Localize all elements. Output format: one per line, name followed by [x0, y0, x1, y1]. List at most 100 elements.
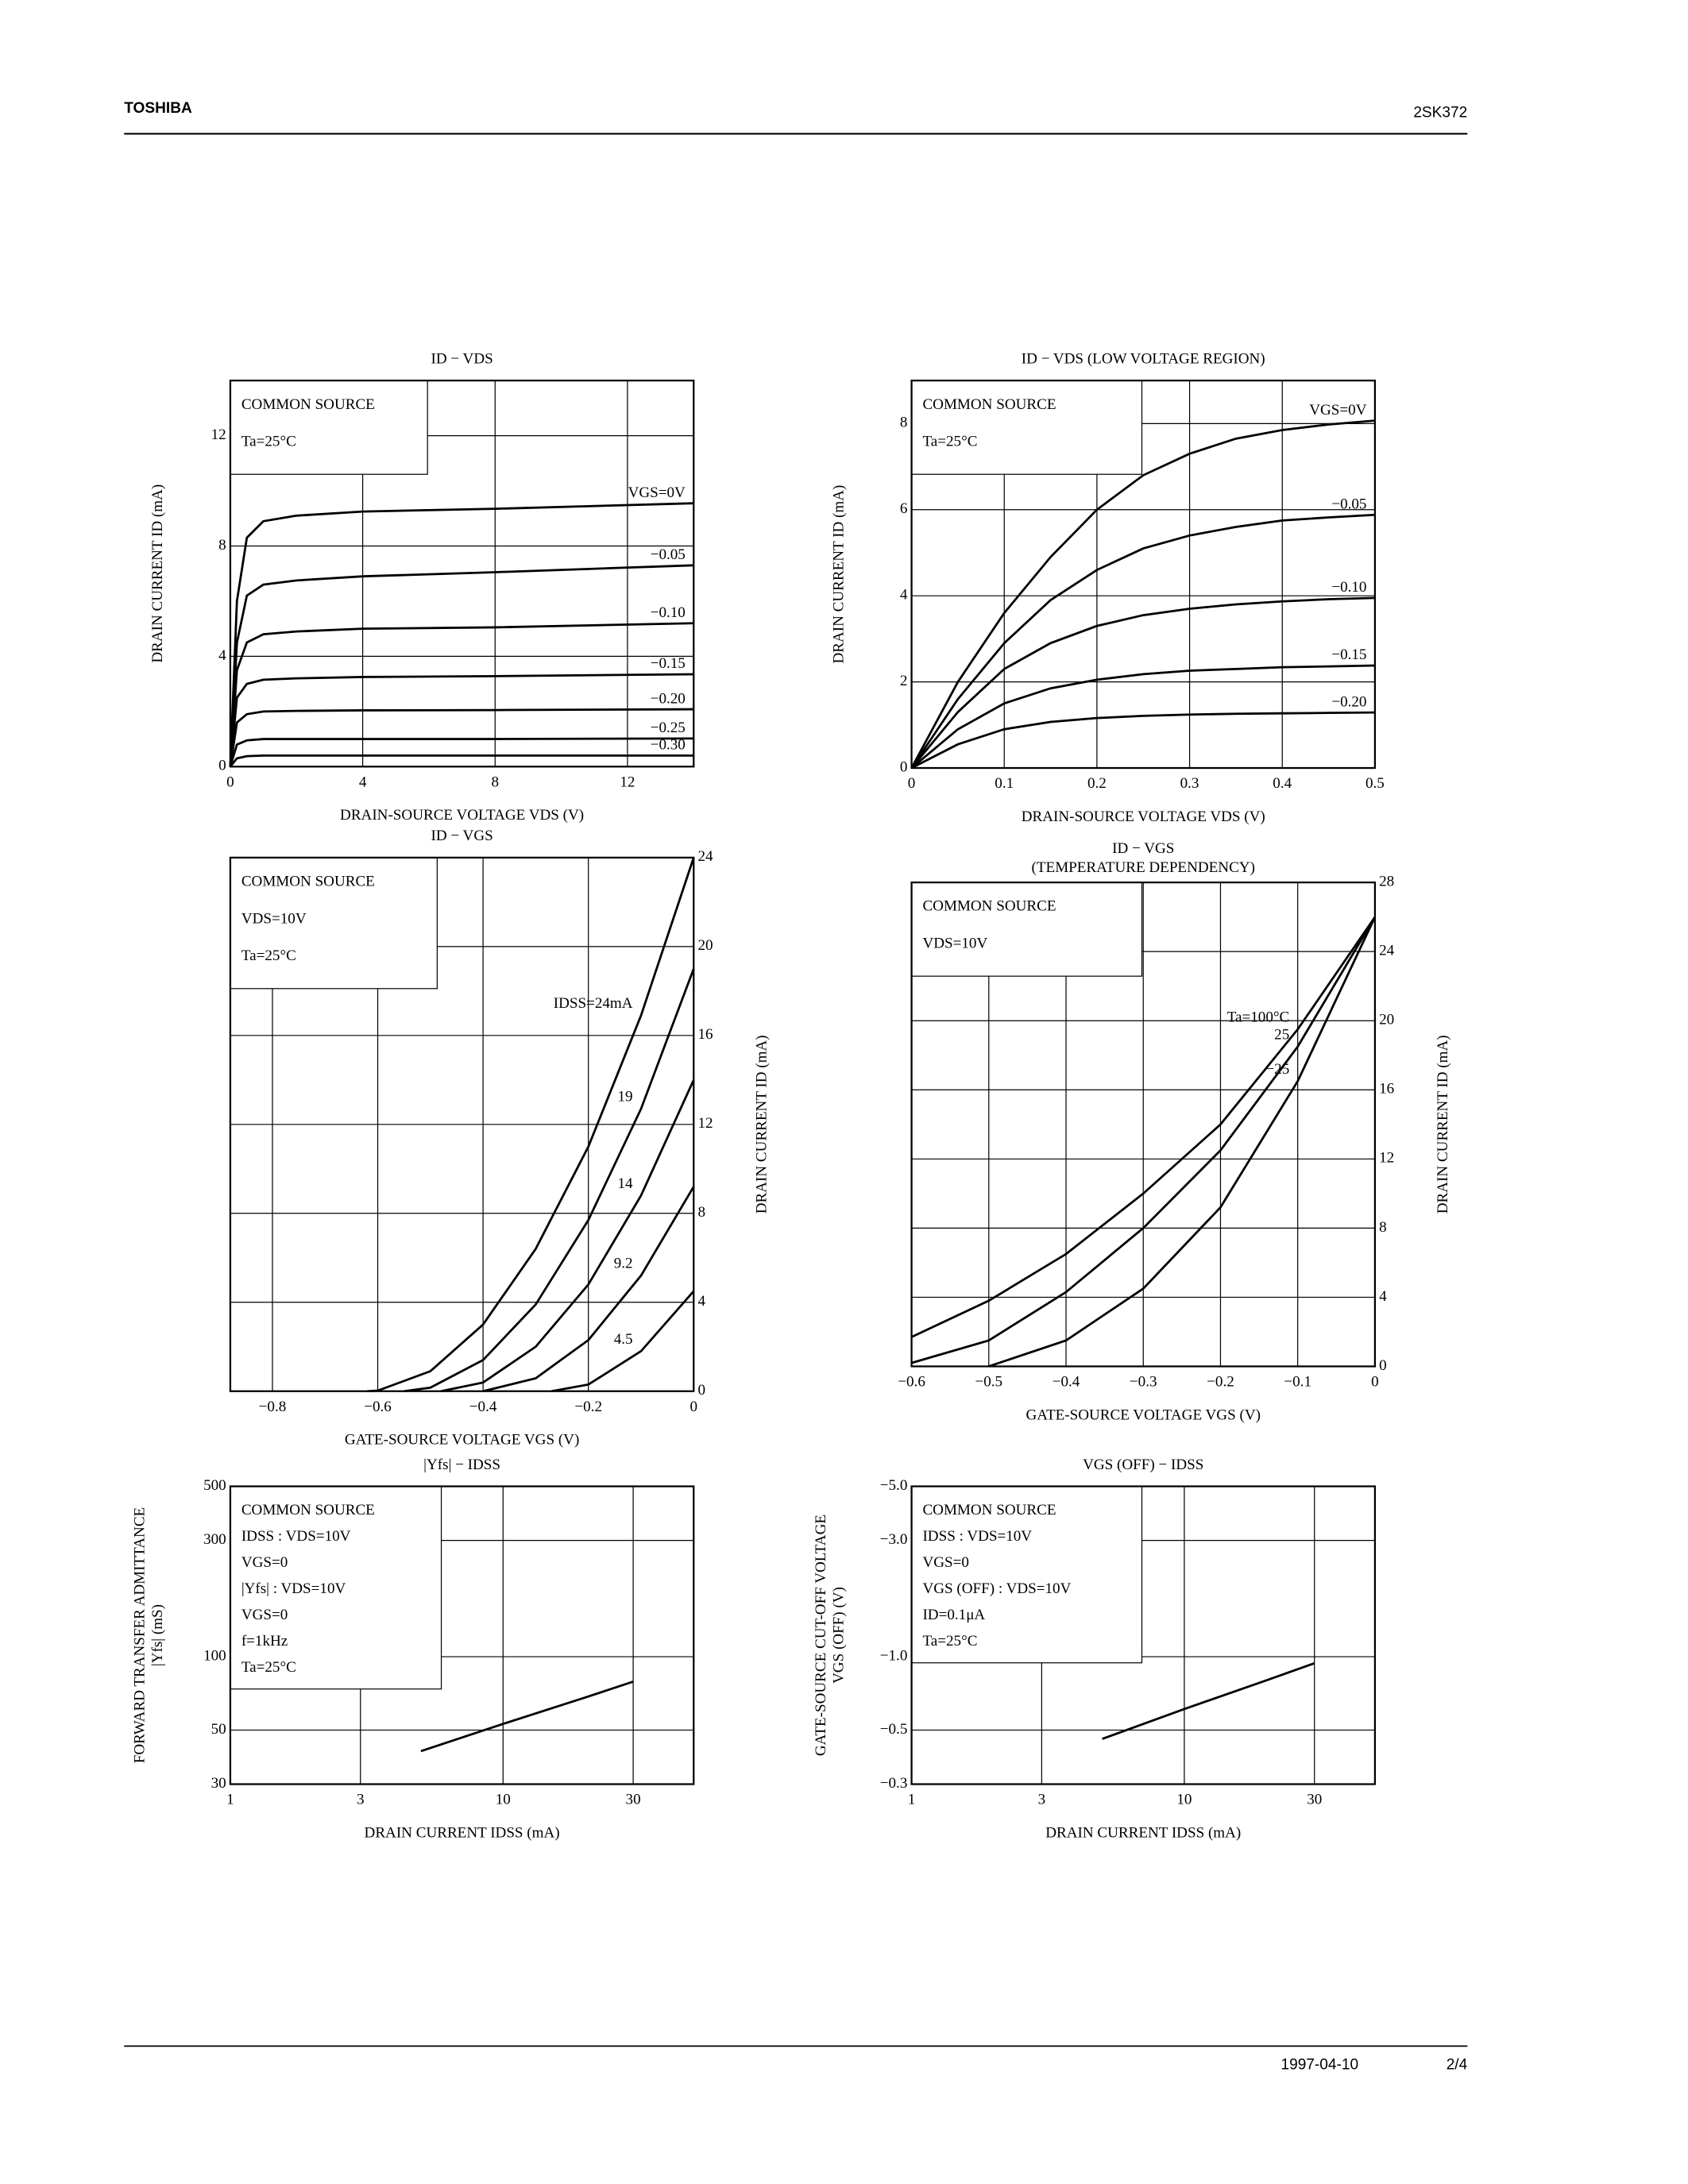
y-tick-label: 16 — [1379, 1081, 1394, 1098]
condition-box — [230, 380, 428, 475]
y-tick-label: 12 — [1379, 1150, 1394, 1167]
x-tick-label: −0.4 — [1053, 1374, 1080, 1391]
condition-box — [910, 1485, 1143, 1664]
curve-label: −0.30 — [651, 737, 686, 754]
x-axis-label: GATE-SOURCE VOLTAGE VGS (V) — [1026, 1406, 1261, 1423]
part-number: 2SK372 — [1413, 104, 1467, 121]
curve-label: 4.5 — [614, 1331, 633, 1348]
y-tick-label: 28 — [1379, 873, 1394, 889]
condition-box — [910, 380, 1143, 475]
y-tick-label: 16 — [697, 1026, 713, 1043]
condition-box — [910, 882, 1143, 977]
y-tick-label: 8 — [900, 415, 908, 431]
curve-label: −0.05 — [651, 546, 686, 563]
curve-label: −25 — [1265, 1061, 1289, 1078]
condition-text: COMMON SOURCE — [922, 898, 1056, 915]
condition-text: VDS=10V — [241, 910, 307, 927]
x-tick-label: 0 — [1371, 1374, 1379, 1391]
footer-date: 1997-04-10 — [1280, 2057, 1358, 2074]
x-tick-label: 0 — [226, 774, 234, 790]
curve — [910, 419, 1376, 769]
condition-text: VGS=0 — [241, 1554, 288, 1571]
curve-label: −0.05 — [1331, 496, 1366, 513]
curve — [367, 857, 695, 1393]
curve — [910, 664, 1375, 770]
y-tick-label: 20 — [1379, 1012, 1394, 1028]
condition-text: COMMON SOURCE — [241, 1502, 375, 1518]
y-tick-label: 100 — [203, 1647, 226, 1664]
curve-label: Ta=100°C — [1227, 1009, 1290, 1026]
plot-frame — [229, 856, 695, 1392]
chart-title: ID − VGS — [431, 828, 492, 844]
condition-text: Ta=25°C — [241, 434, 296, 450]
x-tick-label: 1 — [226, 1792, 234, 1808]
curve-label: VGS=0V — [628, 484, 686, 501]
curve — [988, 916, 1377, 1368]
plot-frame — [910, 380, 1377, 770]
curve — [229, 754, 694, 768]
curve — [229, 737, 694, 767]
curve-label: 19 — [617, 1089, 632, 1106]
curve — [229, 673, 694, 767]
curve — [404, 968, 695, 1393]
condition-text: Ta=25°C — [922, 434, 977, 450]
x-axis-label: DRAIN-SOURCE VOLTAGE VDS (V) — [340, 807, 584, 824]
curve — [440, 1079, 695, 1393]
curve-label: −0.20 — [1331, 693, 1366, 710]
condition-text: VGS (OFF) : VDS=10V — [922, 1580, 1071, 1597]
x-tick-label: 12 — [620, 774, 635, 790]
chart-title: ID − VDS (LOW VOLTAGE REGION) — [1022, 350, 1265, 367]
x-tick-label: 30 — [1307, 1792, 1322, 1808]
y-tick-label: 8 — [1379, 1219, 1387, 1236]
y-tick-label: 8 — [697, 1204, 705, 1221]
y-tick-label: 20 — [697, 937, 713, 954]
condition-text: IDSS : VDS=10V — [241, 1528, 351, 1545]
y-axis-label: |Yfs| (mS) — [149, 1604, 166, 1666]
condition-text: VGS=0 — [241, 1607, 288, 1623]
curve-label: 25 — [1274, 1026, 1289, 1043]
curve — [229, 502, 694, 767]
x-tick-label: 10 — [1176, 1792, 1192, 1808]
y-tick-label: 6 — [900, 500, 908, 517]
y-tick-label: −3.0 — [880, 1531, 908, 1548]
y-tick-label: 4 — [1379, 1288, 1387, 1305]
x-tick-label: −0.8 — [259, 1399, 287, 1415]
curve-label: −0.25 — [651, 720, 686, 736]
y-tick-label: 0 — [697, 1382, 705, 1399]
curve — [229, 564, 694, 767]
plot-frame — [229, 1485, 695, 1785]
y-axis-label: FORWARD TRANSFER ADMITTANCE — [131, 1507, 148, 1764]
curve — [910, 916, 1377, 1338]
chart-title: VGS (OFF) − IDSS — [1083, 1457, 1203, 1473]
y-tick-label: 12 — [697, 1115, 713, 1132]
x-tick-label: −0.5 — [975, 1374, 1002, 1391]
y-tick-label: 50 — [211, 1721, 226, 1738]
curve-label: 9.2 — [614, 1256, 633, 1272]
condition-text: COMMON SOURCE — [241, 873, 375, 889]
x-tick-label: −0.1 — [1284, 1374, 1311, 1391]
condition-text: |Yfs| : VDS=10V — [241, 1580, 346, 1597]
x-tick-label: −0.4 — [469, 1399, 497, 1415]
curve — [229, 708, 694, 767]
curve — [420, 1680, 634, 1753]
y-axis-label: VGS (OFF) (V) — [831, 1587, 848, 1684]
y-axis-label: DRAIN CURRENT ID (mA) — [753, 1035, 770, 1214]
chart-title: ID − VDS — [431, 350, 492, 367]
y-axis-label: DRAIN CURRENT ID (mA) — [1435, 1035, 1451, 1214]
footer-page: 2/4 — [1447, 2057, 1468, 2074]
x-tick-label: 3 — [357, 1792, 365, 1808]
x-tick-label: 4 — [359, 774, 367, 790]
condition-text: f=1kHz — [241, 1633, 288, 1650]
condition-text: COMMON SOURCE — [922, 1502, 1056, 1518]
x-tick-label: 0 — [689, 1399, 697, 1415]
y-tick-label: −5.0 — [880, 1477, 908, 1494]
condition-text: ID=0.1μA — [922, 1607, 985, 1623]
y-tick-label: 500 — [203, 1477, 226, 1494]
condition-text: Ta=25°C — [241, 1659, 296, 1676]
condition-box — [230, 857, 438, 990]
condition-text: IDSS : VDS=10V — [922, 1528, 1032, 1545]
y-tick-label: −1.0 — [880, 1647, 908, 1664]
y-axis-label: DRAIN CURRENT ID (mA) — [149, 484, 166, 663]
